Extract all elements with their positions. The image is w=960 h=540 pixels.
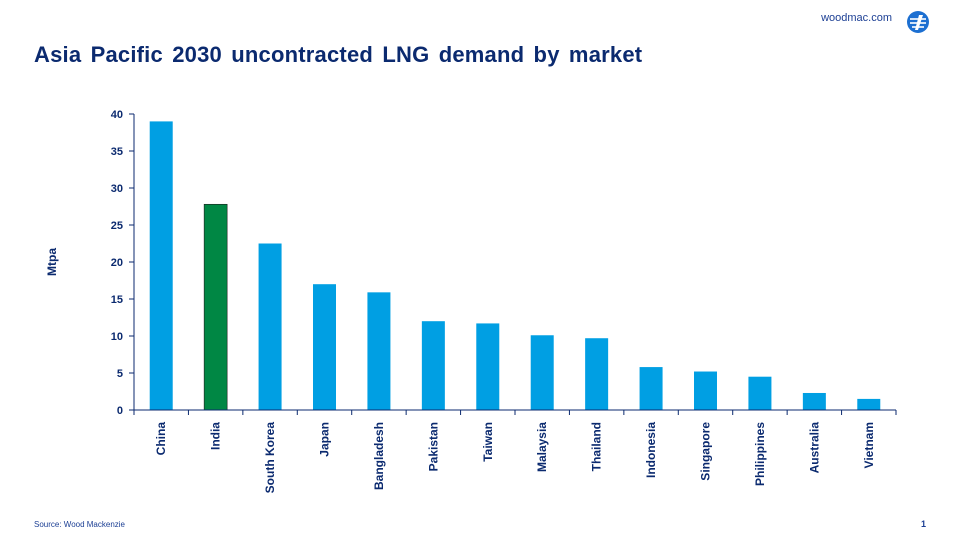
woodmac-logo-icon — [906, 10, 930, 34]
bar-australia — [802, 392, 826, 410]
bar-indonesia — [639, 367, 663, 410]
y-tick-label: 30 — [111, 183, 123, 195]
chart-axes — [133, 114, 897, 415]
page-number: 1 — [920, 519, 926, 529]
x-tick-label: Bangladesh — [372, 422, 386, 490]
x-tick-label: Malaysia — [535, 422, 549, 472]
x-tick-label: Singapore — [699, 422, 713, 481]
y-axis-label: Mtpa — [45, 248, 59, 276]
x-axis-labels: China India South Korea Japan Bangladesh Paki… — [154, 422, 876, 494]
bar-singapore — [694, 371, 717, 410]
y-tick-label: 20 — [111, 257, 123, 269]
bar-china — [149, 121, 173, 411]
y-axis-ticks: 0 5 10 15 20 25 30 35 40 — [111, 109, 134, 417]
bar-taiwan — [476, 323, 500, 410]
x-tick-label: China — [154, 422, 168, 456]
bar-malaysia — [530, 335, 554, 410]
bar-bangladesh — [367, 292, 391, 410]
bar-south-korea — [258, 243, 282, 410]
x-tick-label: India — [209, 422, 223, 450]
bar-chart: Mtpa 0 5 10 15 20 25 30 35 40 China India South Ko… — [45, 109, 897, 494]
bar-japan — [313, 284, 336, 410]
y-tick-label: 15 — [111, 294, 123, 306]
y-tick-label: 0 — [117, 405, 123, 417]
x-tick-label: Thailand — [590, 422, 604, 471]
x-tick-label: Japan — [318, 422, 332, 457]
bar-series — [149, 121, 881, 411]
bar-philippines — [748, 376, 772, 410]
bar-thailand — [585, 338, 609, 410]
y-tick-label: 5 — [117, 368, 123, 380]
source-note: Source: Wood Mackenzie — [34, 520, 126, 529]
y-tick-label: 35 — [111, 146, 123, 158]
x-tick-label: Indonesia — [644, 422, 658, 478]
x-tick-label: Taiwan — [481, 422, 495, 462]
bar-india — [203, 203, 228, 411]
x-tick-label: Vietnam — [862, 422, 876, 468]
bar-pakistan — [421, 321, 445, 410]
page-title: Asia Pacific 2030 uncontracted LNG deman… — [34, 42, 643, 67]
y-tick-label: 40 — [111, 109, 123, 121]
x-tick-label: Australia — [807, 422, 821, 474]
y-tick-label: 10 — [111, 331, 123, 343]
y-tick-label: 25 — [111, 220, 123, 232]
bar-vietnam — [857, 398, 881, 410]
x-tick-label: Philippines — [753, 422, 767, 486]
x-tick-label: South Korea — [263, 422, 277, 494]
brand-link[interactable]: woodmac.com — [821, 12, 892, 24]
x-tick-label: Pakistan — [426, 422, 440, 471]
